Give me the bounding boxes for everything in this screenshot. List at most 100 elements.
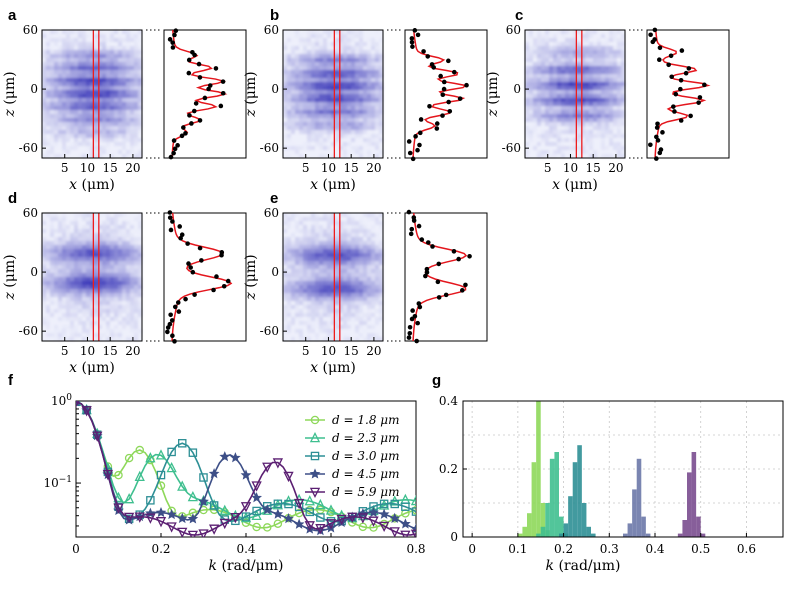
profile-data-point — [409, 36, 415, 41]
marker-square — [167, 447, 176, 457]
hist-bar — [545, 503, 550, 537]
profile-data-point — [415, 320, 420, 326]
profile-data-point — [654, 125, 660, 130]
profile-data-point — [218, 103, 224, 109]
hist-bar — [636, 458, 642, 537]
profile-data-point — [172, 304, 178, 310]
profile-data-point — [464, 82, 469, 88]
hist-bar — [559, 533, 564, 537]
marker-triangle-down — [166, 522, 177, 533]
profile-data-point — [173, 28, 179, 34]
legend-label: d = 5.9 μm — [332, 485, 399, 499]
legend-label: d = 4.5 μm — [332, 467, 399, 481]
profile-data-point — [408, 231, 414, 237]
profile-data-point — [188, 265, 193, 270]
x-tick-label: 0.2 — [554, 542, 573, 556]
heatmap-frame — [41, 29, 143, 159]
profile-data-point — [192, 292, 197, 297]
panel-f-line-chart: f 0 0.2 0.4 0.6 0.8 100 10−1 k (rad/μm) d = 1.8 μ… — [8, 372, 426, 574]
profile-data-point — [435, 279, 441, 285]
profile-data-point — [192, 52, 197, 58]
marker-circle — [124, 453, 134, 463]
y-tick-label: 60 — [23, 23, 38, 37]
panel-letter-g: g — [432, 372, 441, 389]
profile-data-point — [172, 339, 177, 344]
x-tick-label: 15 — [103, 344, 118, 358]
profile-data-point — [170, 45, 176, 50]
profile-data-point — [219, 252, 224, 258]
hist-bar — [531, 462, 537, 537]
x-tick-label: 0.1 — [508, 542, 527, 556]
y-tick-label: -60 — [19, 141, 38, 155]
x-axis-label: x (μm) — [552, 177, 598, 193]
marker-square — [379, 499, 389, 509]
hist-bar — [540, 503, 546, 537]
hist-bar — [691, 452, 697, 537]
heatmap-image — [525, 30, 625, 158]
x-tick-label: 0.3 — [600, 542, 619, 556]
profile-data-point — [411, 218, 417, 223]
x-tick-label: 10 — [80, 344, 95, 358]
profile-data-point — [197, 118, 203, 123]
profile-data-point — [410, 308, 415, 313]
marker-triangle-up — [177, 480, 188, 491]
profile-data-point — [430, 244, 435, 249]
x-tick-label: 0.4 — [236, 542, 255, 556]
hist-bar — [540, 526, 546, 537]
profile-data-point — [679, 48, 685, 53]
x-tick-label: 20 — [366, 344, 381, 358]
profile-data-point — [418, 117, 424, 122]
profile-data-point — [671, 104, 676, 109]
profile-data-point — [407, 150, 413, 156]
legend-label: d = 1.8 μm — [332, 413, 399, 427]
profile-data-point — [172, 146, 178, 152]
profile-data-point — [427, 104, 432, 109]
y-tick-label: -60 — [260, 141, 279, 155]
marker-square — [273, 499, 283, 509]
x-tick-label: 0.5 — [691, 542, 710, 556]
profile-data-point — [186, 261, 191, 266]
x-tick-label: 10 — [80, 161, 95, 175]
x-tick-label: 0.2 — [151, 542, 170, 556]
marker-triangle-down — [262, 462, 273, 473]
profile-data-point — [424, 270, 430, 275]
series-5 — [76, 401, 416, 537]
x-tick-label: 20 — [608, 161, 623, 175]
panel-e: e 5 10 15 20 60 0 -60 x (μm) z (μm) — [243, 190, 488, 376]
profile-data-point — [189, 121, 194, 126]
marker-star — [145, 507, 156, 518]
x-axis-label: k (rad/μm) — [209, 558, 284, 574]
marker-triangle-down — [410, 529, 416, 537]
profile-data-point — [452, 69, 457, 75]
profile-data-point — [431, 65, 436, 70]
y-tick-label: 10−1 — [43, 475, 72, 490]
profile-data-point — [187, 113, 192, 118]
profile-data-point — [436, 295, 442, 300]
marker-triangle-up — [304, 495, 315, 506]
hist-bar — [677, 533, 683, 537]
hist-bar — [536, 533, 541, 537]
marker-star — [357, 507, 369, 519]
profile-data-point — [434, 121, 440, 126]
profile-data-point — [467, 253, 472, 259]
marker-circle — [252, 522, 261, 532]
profile-data-point — [451, 249, 457, 254]
marker-triangle-up — [410, 494, 416, 506]
marker-triangle-down — [240, 502, 252, 513]
y-tick-label: 0 — [450, 530, 458, 544]
hist-bar — [696, 516, 701, 537]
x-axis-label: x (μm) — [69, 360, 115, 376]
marker-square — [209, 501, 219, 510]
marker-triangle-up — [123, 493, 135, 504]
profile-data-point — [175, 143, 180, 148]
hist-bar — [522, 526, 527, 537]
hist-bar — [549, 458, 555, 537]
marker-star — [176, 512, 188, 524]
profile-data-point — [425, 54, 431, 59]
profile-data-point — [199, 258, 204, 263]
x-tick-label: 0 — [72, 542, 80, 556]
profile-data-point — [183, 131, 188, 136]
marker-square — [252, 506, 261, 516]
marker-square — [177, 439, 187, 448]
